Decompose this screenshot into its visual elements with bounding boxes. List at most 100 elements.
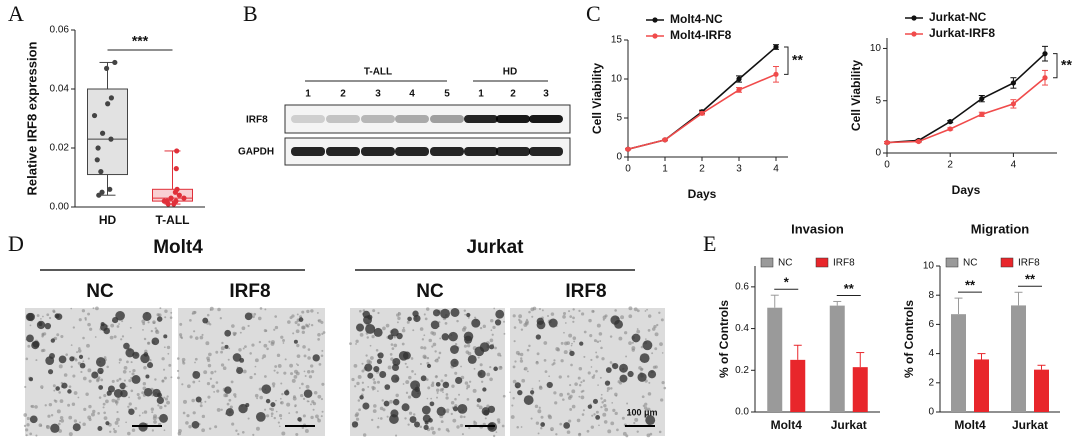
speckle xyxy=(320,320,324,324)
speckle xyxy=(651,327,656,331)
speckle xyxy=(371,418,374,422)
speckle xyxy=(189,319,192,322)
speckle xyxy=(616,428,619,432)
cell xyxy=(367,372,374,379)
cell xyxy=(402,351,411,360)
cell xyxy=(563,422,571,429)
speckle xyxy=(525,320,529,324)
speckle xyxy=(132,369,136,373)
x-axis-label: Days xyxy=(952,183,981,197)
speckle xyxy=(321,410,324,413)
speckle xyxy=(231,324,235,328)
x-axis-label: Days xyxy=(688,187,717,201)
cell xyxy=(569,350,575,357)
speckle xyxy=(537,432,540,435)
speckle xyxy=(87,368,92,373)
speckle xyxy=(41,335,44,338)
speckle xyxy=(97,376,101,379)
speckle xyxy=(380,417,383,420)
condition: NC xyxy=(416,281,444,302)
scale-label: 100 μm xyxy=(626,407,657,417)
cell xyxy=(48,369,54,375)
speckle xyxy=(307,400,310,403)
cell xyxy=(91,371,99,379)
point xyxy=(1042,75,1048,81)
cell xyxy=(414,421,421,428)
cell xyxy=(78,354,84,359)
speckle xyxy=(192,411,196,415)
speckle xyxy=(371,335,375,339)
speckle xyxy=(600,393,603,396)
cell xyxy=(29,377,34,382)
speckle xyxy=(27,344,31,348)
speckle xyxy=(459,423,464,428)
speckle xyxy=(270,407,275,412)
speckle xyxy=(464,313,466,316)
speckle xyxy=(589,334,593,338)
micrograph xyxy=(178,308,325,436)
cell xyxy=(412,310,419,317)
x-tick-label: Molt4 xyxy=(954,418,986,432)
speckle xyxy=(121,320,124,323)
speckle xyxy=(355,343,357,345)
speckle xyxy=(207,395,211,399)
cell xyxy=(142,311,152,321)
speckle xyxy=(450,401,455,405)
speckle xyxy=(495,431,498,433)
sig-label: ** xyxy=(1025,272,1036,287)
speckle xyxy=(571,404,576,409)
line xyxy=(627,46,777,150)
speckle xyxy=(590,358,593,362)
speckle xyxy=(270,415,273,418)
legend-marker xyxy=(911,15,917,21)
speckle xyxy=(192,310,196,315)
speckle xyxy=(600,397,603,400)
speckle xyxy=(199,404,203,408)
x-tick-label: T-ALL xyxy=(156,213,190,227)
speckle xyxy=(563,331,565,334)
speckle xyxy=(89,327,93,331)
speckle xyxy=(375,348,379,352)
speckle xyxy=(467,316,470,319)
speckle xyxy=(292,396,297,401)
cell xyxy=(645,415,656,426)
cell xyxy=(202,317,209,324)
speckle xyxy=(414,373,417,376)
speckle xyxy=(477,356,480,359)
speckle xyxy=(207,363,212,368)
speckle xyxy=(361,388,365,392)
speckle xyxy=(572,308,575,311)
speckle xyxy=(606,386,611,391)
speckle xyxy=(291,314,295,318)
speckle xyxy=(310,309,314,313)
legend-label: Jurkat-IRF8 xyxy=(929,26,995,40)
speckle xyxy=(567,396,572,400)
point xyxy=(1042,51,1048,57)
speckle xyxy=(401,342,405,346)
speckle xyxy=(431,345,434,348)
speckle xyxy=(126,360,129,364)
speckle xyxy=(402,383,405,385)
speckle xyxy=(188,424,192,429)
speckle xyxy=(382,326,386,331)
speckle xyxy=(274,325,279,330)
line xyxy=(886,53,1046,144)
speckle xyxy=(209,309,212,311)
cell xyxy=(32,340,40,348)
point xyxy=(95,145,101,151)
cell-line: Molt4 xyxy=(153,237,203,258)
speckle xyxy=(511,404,514,407)
speckle xyxy=(310,415,314,420)
speckle xyxy=(604,407,609,412)
cell xyxy=(303,389,313,398)
speckle xyxy=(603,399,607,403)
speckle xyxy=(318,362,322,366)
speckle xyxy=(610,421,615,426)
point xyxy=(112,59,118,66)
speckle xyxy=(306,309,310,314)
speckle xyxy=(149,358,152,362)
speckle xyxy=(537,409,542,414)
speckle xyxy=(501,424,505,428)
speckle xyxy=(450,412,453,416)
y-tick-label: 0.02 xyxy=(50,143,70,154)
